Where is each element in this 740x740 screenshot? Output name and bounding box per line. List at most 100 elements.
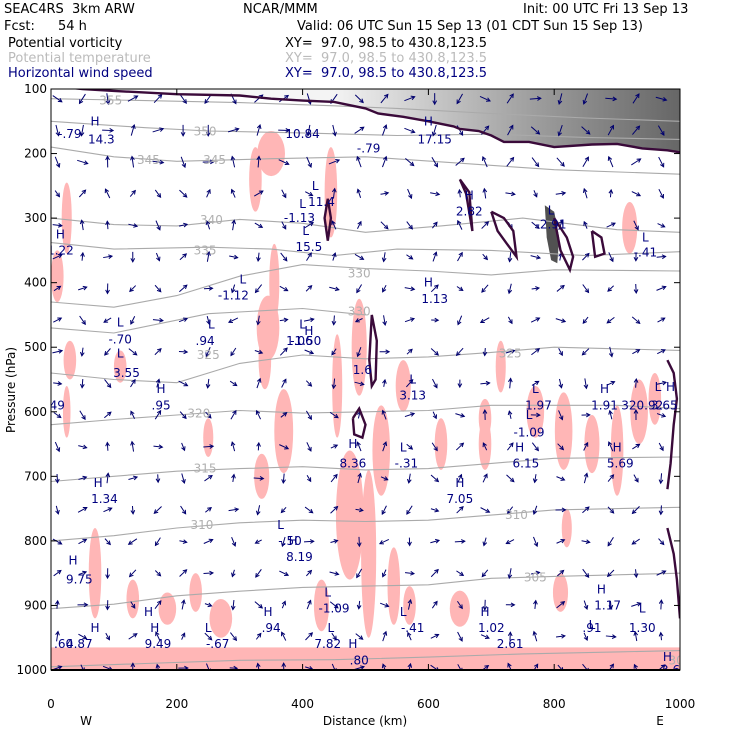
wind-arrow: [404, 412, 416, 418]
wind-arrow: [457, 600, 463, 610]
extremum-label: 7.82: [314, 637, 341, 651]
wind-arrow: [130, 505, 136, 515]
wind-arrow: [331, 348, 337, 356]
y-tick-label: 500: [24, 340, 47, 354]
wind-arrow: [179, 189, 188, 198]
wind-arrow: [231, 536, 237, 547]
wind-arrow: [254, 284, 263, 294]
wind-arrow: [78, 93, 86, 105]
wind-arrow: [105, 155, 110, 168]
theta-label: 300: [669, 653, 692, 667]
wind-arrow: [203, 570, 215, 576]
extremum-label: 1.6: [353, 363, 372, 377]
extremum-label: H: [663, 650, 672, 664]
x-tick-label: 400: [291, 697, 314, 711]
wind-arrow: [279, 570, 290, 576]
wind-arrow: [657, 349, 666, 355]
wind-arrow: [631, 316, 641, 325]
wind-arrow: [178, 222, 189, 228]
wind-arrow: [507, 283, 513, 295]
wind-arrow: [631, 506, 640, 515]
wind-arrow: [658, 156, 665, 168]
wind-arrow: [529, 96, 542, 101]
wind-arrow: [281, 473, 286, 485]
wind-arrow: [78, 570, 88, 576]
extremum-label: L: [400, 440, 407, 454]
wind-arrow: [531, 286, 541, 291]
pv-region: [449, 590, 470, 627]
extremum-label: -1.09: [514, 425, 545, 439]
wind-arrow: [456, 506, 464, 514]
wind-arrow: [128, 569, 137, 578]
wind-arrow: [382, 315, 387, 326]
wind-arrow: [181, 442, 186, 452]
wind-arrow: [105, 600, 110, 611]
extremum-label: 1.17: [594, 598, 621, 612]
wind-arrow: [533, 190, 538, 198]
wind-arrow: [405, 379, 414, 388]
wind-arrow: [354, 318, 363, 323]
wind-arrow: [79, 410, 86, 421]
wind-arrow: [53, 412, 62, 419]
wind-arrow: [555, 318, 567, 323]
wind-arrow: [279, 347, 288, 356]
wind-arrow: [331, 220, 337, 230]
wind-arrow: [152, 159, 165, 165]
wind-arrow: [278, 159, 290, 166]
pv-region: [249, 147, 262, 212]
pv-region: [63, 340, 77, 380]
wind-arrow: [154, 600, 162, 609]
extremum-label: L: [328, 621, 335, 635]
pv-region: [610, 405, 624, 496]
theta-label: 330: [348, 305, 371, 319]
wind-arrow: [54, 190, 61, 198]
wind-arrow: [305, 632, 314, 641]
wind-arrow: [79, 315, 86, 326]
extremum-label: -1.12: [218, 289, 249, 303]
wind-arrow: [530, 317, 541, 323]
extremum-label: 1.34: [91, 492, 118, 506]
wind-arrow: [507, 377, 513, 389]
x-tick-label: 0: [47, 697, 55, 711]
wind-arrow: [330, 473, 338, 483]
pv-region: [324, 147, 338, 238]
wind-arrow: [254, 539, 262, 544]
wind-arrow: [606, 380, 616, 386]
wind-arrow: [633, 408, 639, 421]
wind-arrow: [231, 473, 236, 483]
wind-arrow: [658, 188, 664, 199]
wind-arrow: [531, 442, 539, 452]
wind-arrow: [583, 441, 589, 451]
theta-label: 340: [200, 213, 223, 227]
extremum-label: L: [642, 230, 649, 244]
wind-arrow: [205, 411, 212, 419]
wind-arrow: [530, 254, 542, 260]
x-axis-label: Distance (km): [323, 714, 407, 728]
wind-arrow: [480, 507, 491, 513]
wind-arrow: [407, 188, 413, 200]
wind-arrow: [431, 600, 438, 609]
pv-region: [88, 527, 102, 619]
theta-contour: [51, 120, 680, 140]
wind-arrow: [204, 475, 213, 482]
x-tick-label: 200: [165, 697, 188, 711]
pv-contour: [368, 314, 379, 390]
extremum-label: 1.97: [525, 398, 552, 412]
wind-arrow: [205, 220, 211, 230]
wind-arrow: [581, 126, 591, 135]
wind-arrow: [79, 124, 85, 137]
wind-arrow: [633, 283, 639, 295]
wind-arrow: [558, 378, 564, 389]
wind-arrow: [608, 188, 614, 198]
wind-arrow: [204, 632, 213, 641]
theta-label: 325: [499, 347, 522, 361]
y-axis-label: Pressure (hPa): [4, 347, 18, 433]
extremum-label: L: [205, 621, 212, 635]
wind-arrow: [203, 286, 214, 291]
wind-arrow: [608, 252, 614, 263]
wind-arrow: [381, 569, 387, 578]
wind-arrow: [130, 440, 135, 452]
extremum-label: 300.7: [235, 669, 269, 683]
wind-arrow: [530, 412, 541, 418]
